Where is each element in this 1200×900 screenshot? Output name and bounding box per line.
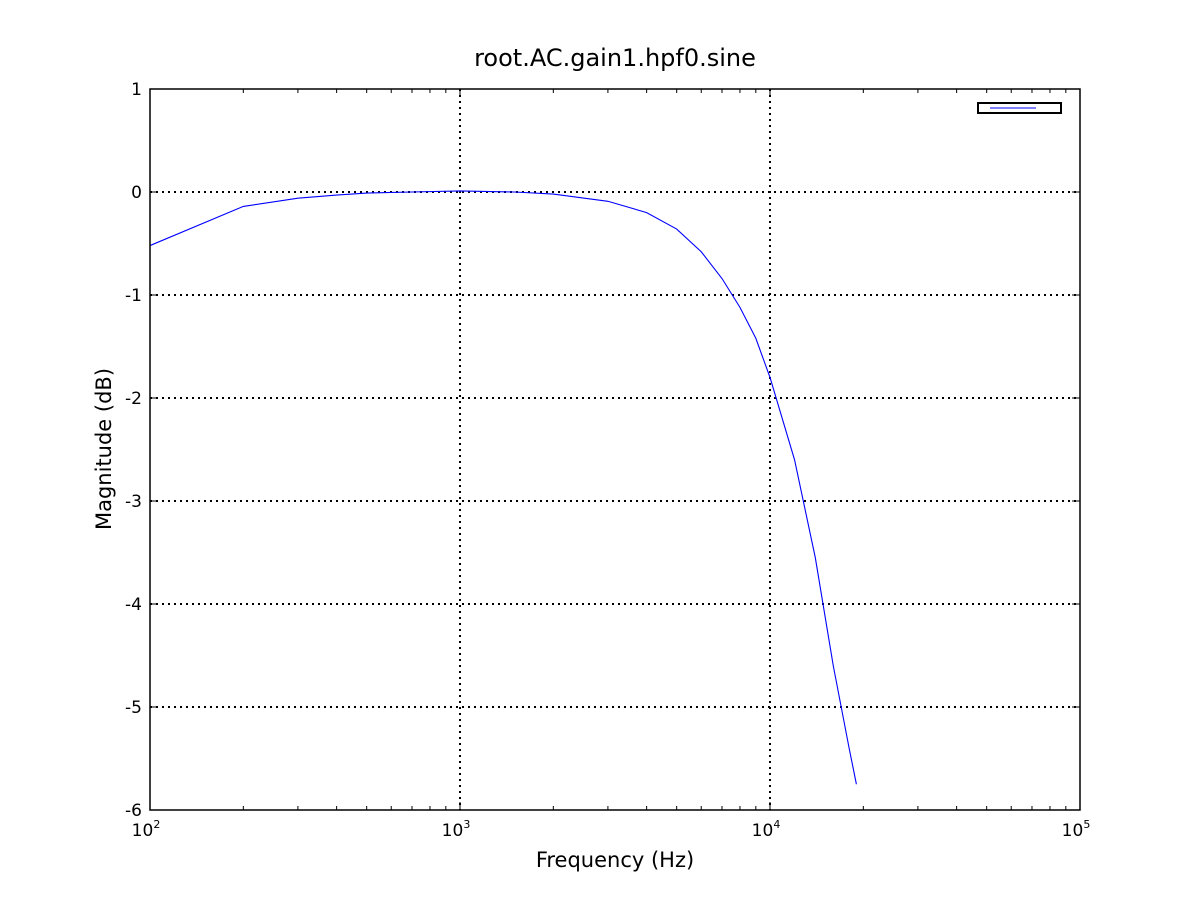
y-tick-label: -6 [125,801,142,821]
series-line-0 [149,190,857,785]
tick-marks [149,88,1081,811]
x-tick-label: 103 [442,818,471,841]
y-tick-label: -2 [125,389,142,409]
y-tick-label: -1 [125,286,142,306]
y-tick-label: -5 [125,698,142,718]
y-tick-labels: 1 0 -1 -2 -3 -4 -5 -6 [125,80,142,821]
y-tick-label: 0 [131,183,142,203]
x-tick-labels: 102 103 104 105 [132,818,1091,841]
y-tick-label: -3 [125,492,142,512]
chart-title: root.AC.gain1.hpf0.sine [474,44,756,72]
y-axis-label: Magnitude (dB) [92,368,116,530]
plot-area-frame [149,88,1081,811]
legend [977,102,1062,114]
y-tick-label: 1 [131,80,142,100]
x-tick-label: 105 [1062,818,1091,841]
x-tick-label: 104 [752,818,781,841]
y-tick-label: -4 [125,595,142,615]
x-tick-label: 102 [132,818,161,841]
x-axis-label: Frequency (Hz) [536,848,694,872]
series-layer [149,190,857,785]
grid-lines [150,89,1080,810]
